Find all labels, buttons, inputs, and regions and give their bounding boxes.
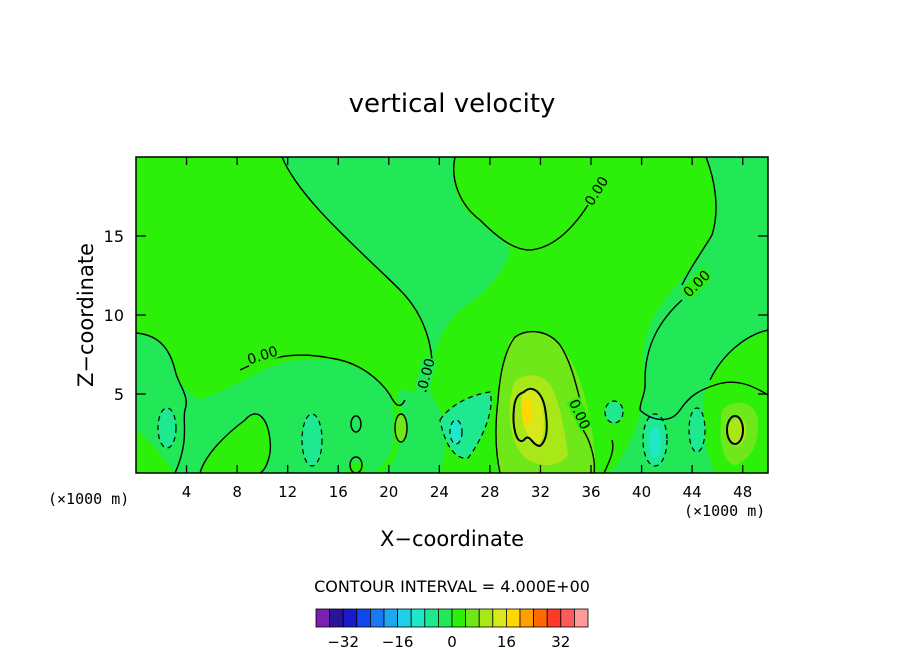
colorbar-swatch xyxy=(465,608,480,628)
contour-label: 0.00 xyxy=(415,357,439,391)
colorbar-tick-label: 32 xyxy=(551,633,570,651)
contour-zero-top-middle xyxy=(453,157,589,251)
colorbar-swatch xyxy=(383,608,399,628)
x-tick-label: 24 xyxy=(430,483,449,501)
contour-fill-down-2 xyxy=(302,414,322,466)
x-tick-label: 44 xyxy=(683,483,702,501)
x-tick-label: 36 xyxy=(581,483,600,501)
contour-fill-neg-left xyxy=(136,333,395,473)
contour-fill-down-1 xyxy=(158,408,176,448)
contour-fill-updraft-peak xyxy=(522,398,532,426)
colorbar-swatch xyxy=(574,608,589,628)
contour-fill-down-6 xyxy=(649,426,661,458)
x-unit-label-left: (×1000 m) xyxy=(48,490,129,508)
colorbar-swatch xyxy=(478,608,494,628)
x-axis: 4 8 12 16 20 24 28 32 36 40 44 48 xyxy=(182,157,752,501)
contour-right-inner xyxy=(726,415,744,445)
x-tick-label: 40 xyxy=(632,483,651,501)
colorbar-swatch xyxy=(342,608,358,628)
contour-zero-updraft xyxy=(495,330,581,473)
colorbar-swatch xyxy=(329,608,344,628)
y-axis: 5 10 15 xyxy=(104,227,768,404)
contour-fill-pos-small-1 xyxy=(395,414,407,442)
x-tick-label: 16 xyxy=(329,483,348,501)
contour-fill-down-4 xyxy=(450,420,462,444)
contour-neg-5 xyxy=(604,400,624,424)
x-tick-label: 48 xyxy=(733,483,752,501)
contour-zero-updraft-right xyxy=(582,429,596,473)
colorbar-tick-label: 16 xyxy=(497,633,516,651)
x-tick-label: 8 xyxy=(232,483,242,501)
contour-lines-dashed xyxy=(157,391,706,467)
contour-neg-4 xyxy=(642,413,668,467)
contour-small-2 xyxy=(394,413,408,443)
colorbar-swatch xyxy=(519,608,535,628)
x-axis-label: X−coordinate xyxy=(380,527,524,551)
colorbar-swatch xyxy=(451,608,467,628)
colorbar-swatch xyxy=(505,608,521,628)
y-tick-label: 15 xyxy=(104,227,124,246)
colorbar-swatch xyxy=(533,608,548,628)
colorbar-swatch xyxy=(560,608,575,628)
contour-neg-7 xyxy=(449,419,463,445)
colorbar-tick-label: −16 xyxy=(382,633,414,651)
colorbar-swatch xyxy=(315,608,331,628)
colorbar-swatch xyxy=(410,608,426,628)
x-tick-label: 4 xyxy=(182,483,192,501)
x-unit-label-right: (×1000 m) xyxy=(684,502,765,520)
colorbar-swatch xyxy=(424,608,439,628)
contour-zero-topright-edge xyxy=(709,329,768,381)
plot-area: 0.00 0.00 0.00 0.00 0.00 xyxy=(136,157,768,473)
contour-small-1 xyxy=(350,415,362,433)
contour-small-3 xyxy=(349,456,363,473)
colorbar-tick-label: 0 xyxy=(447,633,457,651)
colorbar-tick-label: −32 xyxy=(327,633,359,651)
y-tick-label: 5 xyxy=(114,385,124,404)
contour-neg-6 xyxy=(688,407,706,453)
x-tick-label: 20 xyxy=(379,483,398,501)
contour-zero-left-low xyxy=(136,332,187,473)
contour-zero-right-small xyxy=(603,439,614,473)
chart-title: vertical velocity xyxy=(349,89,556,119)
contour-zero-top-right xyxy=(681,157,717,286)
contour-neg-3 xyxy=(439,391,492,459)
contour-neg-1 xyxy=(157,407,177,449)
colorbar-swatch xyxy=(492,608,507,628)
colorbar-swatch xyxy=(437,608,453,628)
colorbar-swatch xyxy=(369,608,385,628)
contour-interval-text: CONTOUR INTERVAL = 4.000E+00 xyxy=(314,577,590,596)
colorbar: −32 −16 0 16 32 xyxy=(315,608,589,651)
contour-fill-pos-lower-left xyxy=(200,416,271,473)
colorbar-swatch xyxy=(397,608,412,628)
contour-neg-2 xyxy=(301,413,323,467)
colorbar-swatch xyxy=(356,608,371,628)
contour-fill-down-7 xyxy=(605,401,623,423)
contour-fill-down-8 xyxy=(689,408,705,452)
y-axis-label: Z−coordinate xyxy=(74,243,98,387)
contour-updraft-inner xyxy=(512,387,548,448)
x-tick-label: 12 xyxy=(278,483,297,501)
colorbar-swatch xyxy=(546,608,562,628)
x-tick-label: 32 xyxy=(531,483,550,501)
contour-zero-right-surface xyxy=(639,381,768,421)
contour-zero-right-descend xyxy=(639,299,683,411)
y-tick-label: 10 xyxy=(104,306,124,325)
x-tick-label: 28 xyxy=(480,483,499,501)
contour-zero-lower-left-arc xyxy=(199,413,272,473)
